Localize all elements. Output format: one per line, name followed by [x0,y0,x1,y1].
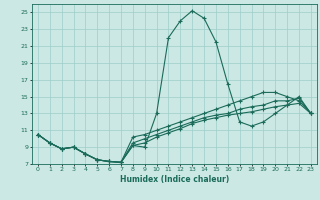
X-axis label: Humidex (Indice chaleur): Humidex (Indice chaleur) [120,175,229,184]
